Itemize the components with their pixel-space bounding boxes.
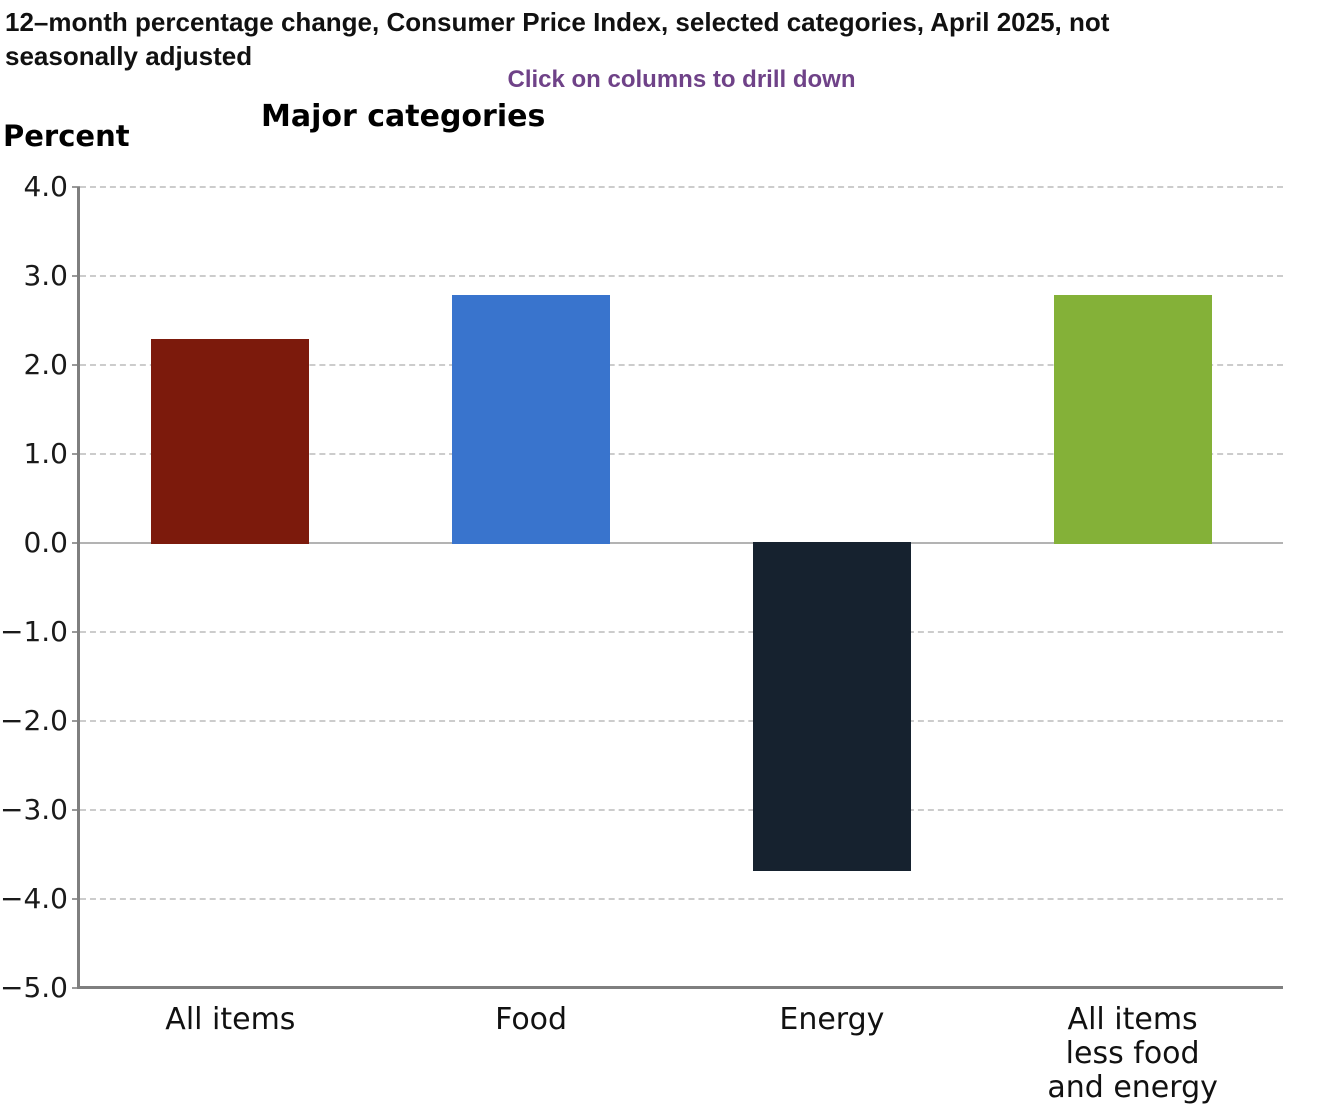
gridline (80, 720, 1283, 722)
y-tick-label: 3.0 (23, 259, 68, 292)
x-category-label: Energy (779, 1002, 885, 1037)
x-category-label: All items less food and energy (1047, 1002, 1218, 1105)
y-tick-mark (72, 898, 80, 900)
y-tick-mark (72, 987, 80, 989)
y-tick-label: 4.0 (23, 170, 68, 203)
x-axis-line (77, 986, 1283, 989)
y-tick-label: −5.0 (0, 971, 68, 1004)
gridline (80, 631, 1283, 633)
y-tick-mark (72, 186, 80, 188)
y-tick-label: −1.0 (0, 615, 68, 648)
bar-energy[interactable] (752, 542, 911, 872)
x-category-label: All items (165, 1002, 296, 1037)
zero-gridline (80, 542, 1283, 544)
y-tick-mark (72, 453, 80, 455)
drilldown-hint: Click on columns to drill down (507, 66, 856, 93)
y-tick-mark (72, 542, 80, 544)
gridline (80, 898, 1283, 900)
chart-title: Major categories (261, 99, 546, 134)
y-tick-mark (72, 809, 80, 811)
bar-food[interactable] (452, 294, 611, 544)
page-title: 12–month percentage change, Consumer Pri… (5, 7, 1110, 71)
y-tick-label: −4.0 (0, 882, 68, 915)
y-tick-mark (72, 631, 80, 633)
gridline (80, 364, 1283, 366)
y-axis-title: Percent (3, 119, 130, 153)
gridline (80, 275, 1283, 277)
y-tick-mark (72, 364, 80, 366)
y-tick-label: 2.0 (23, 348, 68, 381)
y-tick-label: 1.0 (23, 437, 68, 470)
bar-all-items[interactable] (151, 339, 310, 544)
bar-all-items-less-food-and-energy[interactable] (1053, 294, 1212, 544)
y-tick-label: −2.0 (0, 704, 68, 737)
x-category-label: Food (495, 1002, 568, 1037)
gridline (80, 453, 1283, 455)
y-tick-label: −3.0 (0, 793, 68, 826)
gridline (80, 809, 1283, 811)
y-tick-label: 0.0 (23, 526, 68, 559)
y-tick-mark (72, 275, 80, 277)
gridline (80, 186, 1283, 188)
y-axis-line (77, 187, 80, 989)
y-tick-mark (72, 720, 80, 722)
